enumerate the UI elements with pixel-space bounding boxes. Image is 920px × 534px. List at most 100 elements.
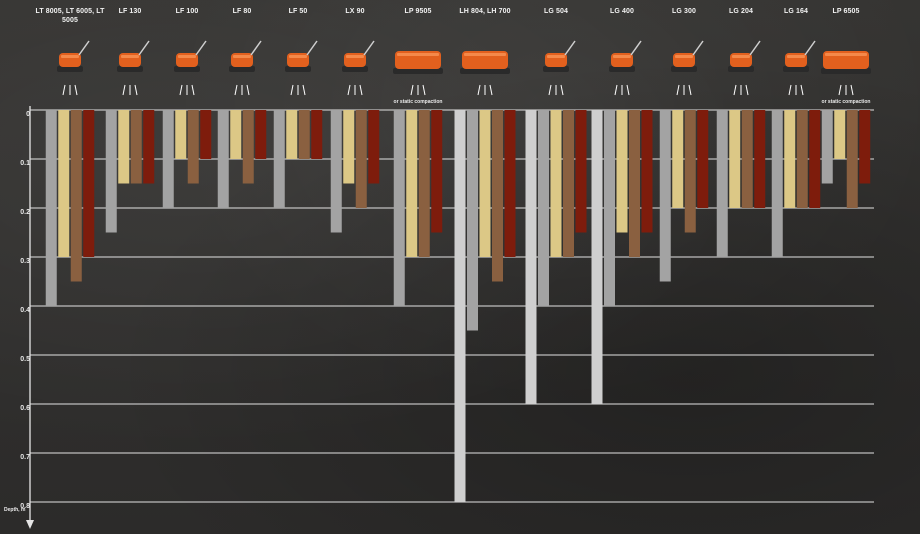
bar-extra	[591, 110, 603, 404]
machine-handle	[749, 40, 761, 56]
machine-highlight	[547, 55, 565, 58]
bar	[355, 110, 367, 208]
bar-group-6	[393, 110, 443, 306]
static-compaction-note: or static compaction	[821, 99, 871, 105]
bar-group-4	[273, 110, 323, 208]
y-axis-label: Depth, m	[4, 507, 26, 513]
vibration-arrow	[347, 84, 351, 96]
machine-base	[174, 66, 200, 72]
category-label: LT 8005, LT 6005, LT 5005	[35, 8, 105, 24]
machine-handle	[630, 40, 642, 56]
bar	[330, 110, 342, 233]
bar	[538, 110, 549, 306]
bar	[684, 110, 696, 233]
machine-highlight	[787, 55, 805, 58]
vibration-arrow	[191, 84, 195, 96]
machine-icon	[393, 51, 443, 96]
bar	[834, 110, 846, 159]
category-label: LH 804, LH 700	[459, 8, 511, 15]
y-tick-label: 0	[26, 111, 30, 118]
category-label: LG 400	[610, 8, 634, 15]
machine-highlight	[397, 53, 439, 56]
bar	[418, 110, 430, 257]
machine-base	[671, 66, 697, 72]
machine-icon	[342, 40, 375, 96]
y-tick-label: 0.2	[20, 209, 30, 216]
bar-group-5	[330, 110, 380, 233]
bar	[45, 110, 57, 306]
vibration-arrow	[560, 84, 564, 96]
vibration-arrow	[733, 84, 737, 96]
bar	[393, 110, 405, 306]
bar	[771, 110, 783, 257]
bar-group-10	[659, 110, 709, 282]
vibration-arrow	[838, 84, 842, 96]
bar	[162, 110, 174, 208]
bar	[298, 110, 310, 159]
bar	[467, 110, 478, 331]
bar	[697, 110, 709, 208]
machine-icon	[117, 40, 150, 96]
machine-highlight	[346, 55, 364, 58]
bar	[796, 110, 808, 208]
y-axis-arrow	[26, 520, 34, 529]
bar	[242, 110, 254, 184]
bar-group-0	[45, 110, 95, 306]
bar	[492, 110, 503, 282]
bar	[130, 110, 142, 184]
vibration-arrow	[626, 84, 630, 96]
machine-base	[728, 66, 754, 72]
category-label: LP 9505	[404, 8, 432, 15]
vibration-arrow	[234, 84, 238, 96]
machine-base	[342, 66, 368, 72]
category-label: LF 100	[175, 8, 199, 15]
bar	[105, 110, 117, 233]
category-label: LF 130	[118, 8, 142, 15]
machine-handle	[564, 40, 576, 56]
vibration-arrow	[800, 84, 804, 96]
bar	[575, 110, 587, 233]
vibration-arrow	[850, 84, 854, 96]
machine-base	[783, 66, 809, 72]
machine-base	[229, 66, 255, 72]
bar	[343, 110, 355, 184]
category-label: LP 6505	[832, 8, 860, 15]
bar	[641, 110, 653, 233]
vibration-arrow	[548, 84, 552, 96]
bar-group-13	[821, 110, 871, 208]
vibration-arrow	[246, 84, 250, 96]
bar-extra	[454, 110, 466, 502]
bar-group-3	[217, 110, 267, 208]
bar	[729, 110, 741, 208]
category-label: LG 504	[544, 8, 568, 15]
y-tick-label: 0.8	[20, 503, 30, 510]
machine-icon	[229, 40, 262, 96]
machine-base	[821, 68, 871, 74]
bar-group-1	[105, 110, 155, 233]
bar	[784, 110, 796, 208]
machine-icon	[174, 40, 207, 96]
machine-icon	[285, 40, 318, 96]
machine-base	[285, 66, 311, 72]
bar-extra	[525, 110, 537, 404]
bar	[118, 110, 130, 184]
machine-icon	[609, 40, 642, 96]
y-tick-label: 0.4	[20, 307, 30, 314]
bar	[217, 110, 229, 208]
bar	[604, 110, 615, 306]
vibration-arrow	[688, 84, 692, 96]
machine-highlight	[825, 53, 867, 56]
bar	[741, 110, 753, 208]
machine-handle	[250, 40, 262, 56]
vibration-arrow	[422, 84, 426, 96]
bar	[754, 110, 766, 208]
y-tick-label: 0.1	[20, 160, 30, 167]
machine-base	[543, 66, 569, 72]
bar	[859, 110, 871, 184]
category-label: LF 50	[288, 8, 308, 15]
bar	[255, 110, 267, 159]
machine-handle	[363, 40, 375, 56]
machine-highlight	[233, 55, 251, 58]
bar	[175, 110, 187, 159]
